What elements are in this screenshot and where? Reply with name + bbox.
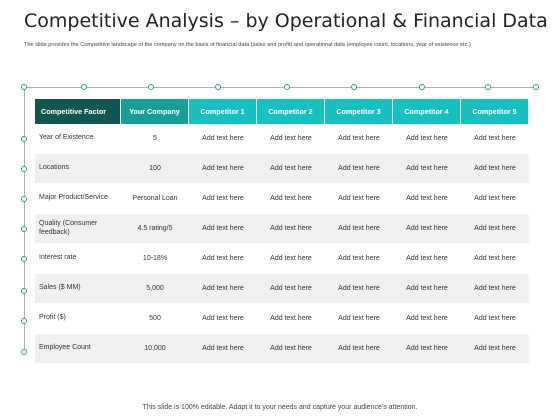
top-timeline-line	[24, 87, 536, 88]
timeline-dot	[485, 84, 491, 90]
table-cell: Add text here	[189, 124, 257, 154]
table-cell: Add text here	[461, 274, 529, 304]
timeline-dot	[215, 84, 221, 90]
table-cell: Add text here	[189, 154, 257, 184]
table-header-row: Competitive Factor Your Company Competit…	[35, 99, 529, 124]
table-cell: Add text here	[325, 244, 393, 274]
table-cell: Add text here	[393, 154, 461, 184]
table-cell: Add text here	[257, 304, 325, 334]
table-row: Quality (Consumer feedback) 4.5 rating/5…	[35, 214, 529, 244]
timeline-dot	[21, 288, 27, 294]
table-cell: Add text here	[189, 244, 257, 274]
timeline-dot	[21, 166, 27, 172]
table-cell: Add text here	[189, 304, 257, 334]
timeline-dot	[533, 84, 539, 90]
table-row: Interest rate 10-18% Add text here Add t…	[35, 244, 529, 274]
row-label: Quality (Consumer feedback)	[35, 214, 121, 244]
table-cell: Add text here	[189, 274, 257, 304]
table-row: Sales ($ MM) 5,000 Add text here Add tex…	[35, 274, 529, 304]
row-label: Interest rate	[35, 244, 121, 274]
table-cell: 100	[121, 154, 189, 184]
competitive-analysis-table: Competitive Factor Your Company Competit…	[35, 99, 529, 364]
table-cell: Add text here	[257, 244, 325, 274]
slide-subtitle: The slide provides the Competitive lands…	[24, 42, 471, 48]
table-cell: Add text here	[393, 124, 461, 154]
table-cell: Add text here	[325, 214, 393, 244]
row-label: Year of Existence	[35, 124, 121, 154]
table-cell: 5,000	[121, 274, 189, 304]
table-cell: Add text here	[393, 184, 461, 214]
table-cell: Add text here	[461, 124, 529, 154]
timeline-dot	[21, 84, 27, 90]
header-competitor-4: Competitor 4	[393, 99, 461, 124]
timeline-dot	[81, 84, 87, 90]
header-competitor-3: Competitor 3	[325, 99, 393, 124]
table-cell: 4.5 rating/5	[121, 214, 189, 244]
table-cell: Add text here	[325, 274, 393, 304]
table-cell: Add text here	[325, 184, 393, 214]
table-row: Profit ($) 500 Add text here Add text he…	[35, 304, 529, 334]
table-cell: Add text here	[461, 334, 529, 364]
timeline-dot	[351, 84, 357, 90]
row-label: Sales ($ MM)	[35, 274, 121, 304]
table-cell: 10-18%	[121, 244, 189, 274]
table-cell: Add text here	[461, 244, 529, 274]
table-row: Major Product/Service Personal Loan Add …	[35, 184, 529, 214]
table-cell: 5	[121, 124, 189, 154]
table-cell: Add text here	[461, 304, 529, 334]
table-cell: Add text here	[393, 244, 461, 274]
timeline-dot	[21, 318, 27, 324]
table-cell: Add text here	[461, 154, 529, 184]
table-cell: Add text here	[393, 274, 461, 304]
table-cell: 10,000	[121, 334, 189, 364]
table-cell: Add text here	[257, 334, 325, 364]
timeline-dot	[21, 196, 27, 202]
table-cell: Add text here	[257, 184, 325, 214]
timeline-dot	[284, 84, 290, 90]
table-row: Employee Count 10,000 Add text here Add …	[35, 334, 529, 364]
table-cell: Add text here	[393, 214, 461, 244]
header-competitor-1: Competitor 1	[189, 99, 257, 124]
table-cell: Add text here	[393, 304, 461, 334]
table-cell: Add text here	[325, 154, 393, 184]
table-row: Locations 100 Add text here Add text her…	[35, 154, 529, 184]
timeline-dot	[419, 84, 425, 90]
row-label: Employee Count	[35, 334, 121, 364]
header-competitor-5: Competitor 5	[461, 99, 529, 124]
table-cell: Add text here	[257, 124, 325, 154]
header-competitor-2: Competitor 2	[257, 99, 325, 124]
table-cell: 500	[121, 304, 189, 334]
row-label: Profit ($)	[35, 304, 121, 334]
table-row: Year of Existence 5 Add text here Add te…	[35, 124, 529, 154]
table-cell: Add text here	[189, 334, 257, 364]
timeline-dot	[21, 136, 27, 142]
timeline-dot	[21, 226, 27, 232]
table-cell: Add text here	[393, 334, 461, 364]
timeline-dot	[21, 349, 27, 355]
table-cell: Add text here	[461, 214, 529, 244]
header-competitive-factor: Competitive Factor	[35, 99, 121, 124]
table-cell: Add text here	[189, 214, 257, 244]
table-cell: Add text here	[189, 184, 257, 214]
timeline-dot	[21, 256, 27, 262]
row-label: Locations	[35, 154, 121, 184]
header-your-company: Your Company	[121, 99, 189, 124]
left-timeline-line	[24, 87, 25, 353]
table-cell: Add text here	[461, 184, 529, 214]
table-cell: Add text here	[325, 124, 393, 154]
table-cell: Add text here	[257, 154, 325, 184]
table-cell: Add text here	[325, 304, 393, 334]
timeline-dot	[148, 84, 154, 90]
table-cell: Add text here	[325, 334, 393, 364]
row-label: Major Product/Service	[35, 184, 121, 214]
table-cell: Personal Loan	[121, 184, 189, 214]
slide-title: Competitive Analysis – by Operational & …	[24, 10, 548, 32]
slide-footer: This slide is 100% editable. Adapt it to…	[142, 404, 418, 411]
table-cell: Add text here	[257, 274, 325, 304]
table-cell: Add text here	[257, 214, 325, 244]
